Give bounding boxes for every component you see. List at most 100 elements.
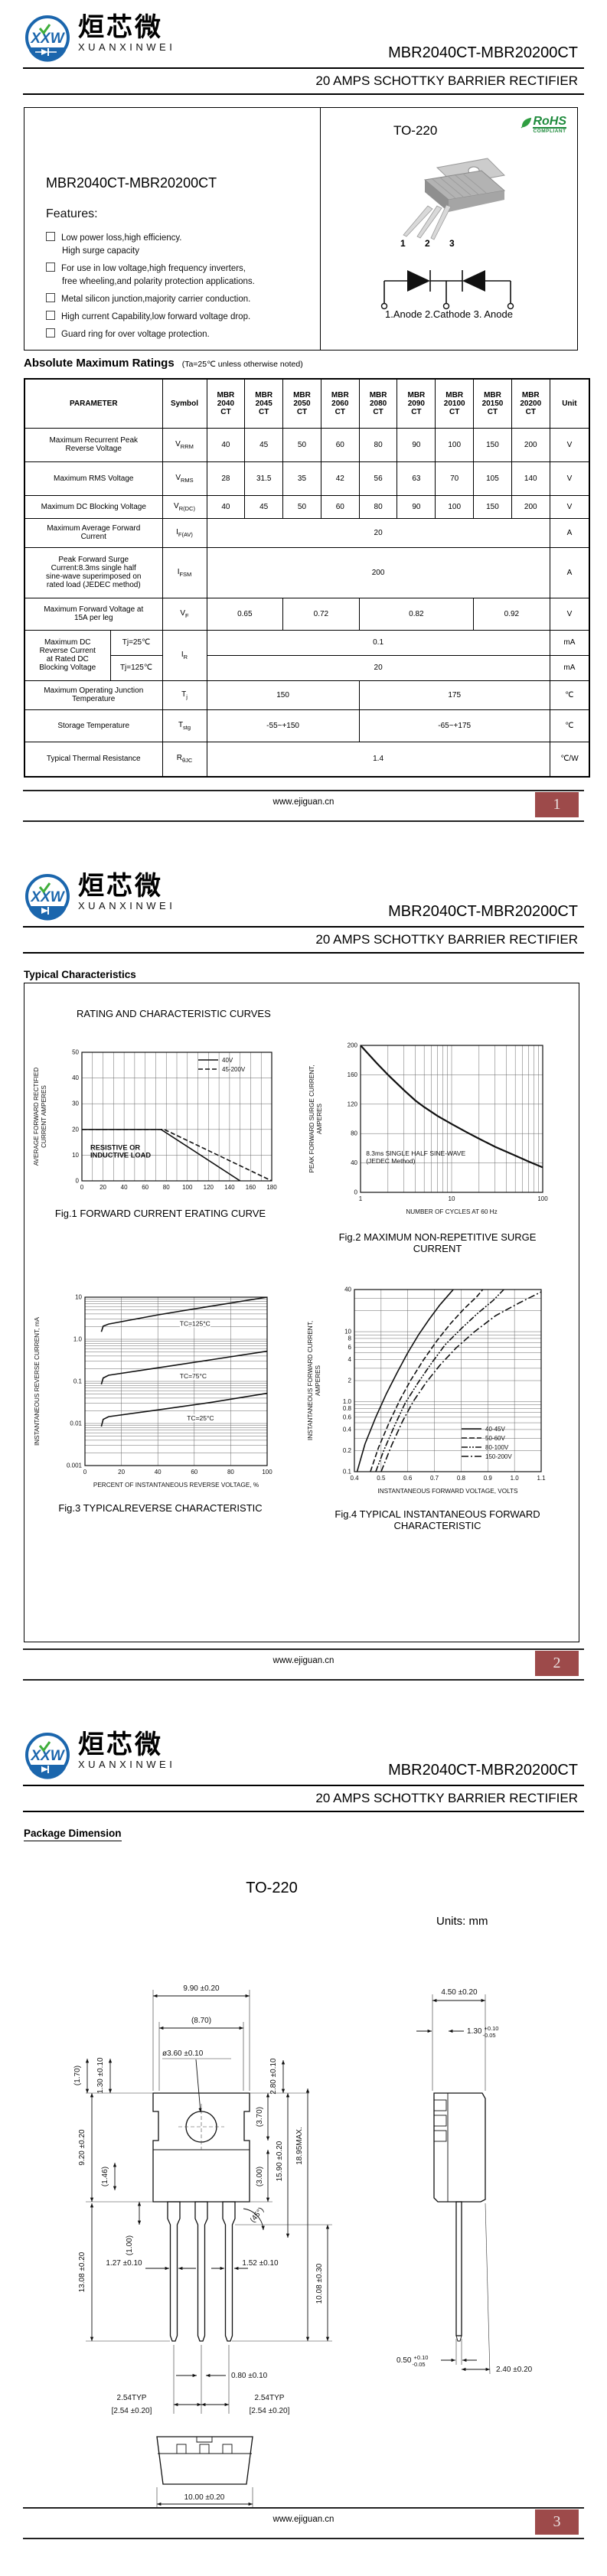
svg-text:60: 60 (142, 1184, 148, 1191)
checkbox-icon (46, 232, 55, 241)
svg-text:100: 100 (262, 1469, 272, 1475)
svg-text:40-45V: 40-45V (485, 1426, 505, 1433)
dim-label: (1.70) (73, 2066, 82, 2085)
svg-text:0.7: 0.7 (430, 1475, 439, 1482)
dim-label: 18.95MAX. (295, 2127, 304, 2164)
logo-icon: XXW (25, 1733, 70, 1779)
header-rule-2 (23, 1811, 584, 1812)
dim-label: 1.27 ±0.10 (106, 2259, 142, 2268)
dim-label: 9.20 ±0.20 (78, 2129, 86, 2166)
footer-rule-bottom (23, 820, 584, 822)
table-row: Tj=125℃ 20 mA (24, 654, 590, 681)
svg-text:140: 140 (224, 1184, 235, 1191)
dim-label: 10.00 ±0.20 (184, 2493, 225, 2502)
svg-text:0.4: 0.4 (350, 1475, 359, 1482)
fig1-chart: 0 20 40 60 80 100 120 140 160 180 0 10 20 30 40 50 RESIS… (33, 1049, 277, 1192)
side-view: 4.50 ±0.20 1.30 +0.10 -0.05 0.50 +0.10- (397, 1988, 533, 2375)
page-2: XXW 烜芯微 XUANXINWEI MBR2040CT-MBR20200CT … (0, 859, 607, 1717)
checkbox-icon (46, 328, 55, 337)
svg-text:0.01: 0.01 (70, 1420, 82, 1427)
table-row: Maximum DC Reverse Current at Rated DC B… (24, 629, 590, 681)
svg-text:1.1: 1.1 (537, 1475, 546, 1482)
svg-text:80-100V: 80-100V (485, 1444, 509, 1451)
page-number-badge: 1 (535, 792, 579, 817)
section-heading: Typical Characteristics (24, 969, 136, 980)
footer-rule-top (23, 2507, 584, 2509)
header-rule (23, 1785, 584, 1787)
page-number-badge: 2 (535, 1651, 579, 1676)
svg-text:45-200V: 45-200V (222, 1066, 246, 1073)
svg-text:8: 8 (348, 1335, 352, 1342)
svg-text:10: 10 (449, 1195, 455, 1202)
checkbox-icon (46, 311, 55, 320)
part-range-title: MBR2040CT-MBR20200CT (388, 1762, 578, 1779)
svg-text:50-60V: 50-60V (485, 1435, 505, 1442)
page-1: XXW 烜芯微 XUANXINWEI MBR2040CT-MBR20200CT … (0, 0, 607, 859)
svg-text:0.6: 0.6 (403, 1475, 413, 1482)
table-row: Peak Forward Surge Current:8.3ms single … (24, 546, 590, 598)
svg-text:40: 40 (121, 1184, 128, 1191)
header-rule-2 (23, 952, 584, 954)
svg-text:180: 180 (266, 1184, 277, 1191)
svg-text:150-200V: 150-200V (485, 1453, 512, 1460)
to220-package-image: 1 2 3 (400, 158, 506, 249)
table-row: Storage Temperature Tstg -55~+150 -65~+1… (24, 709, 590, 742)
company-logo: XXW 烜芯微 XUANXINWEI (21, 871, 175, 924)
rohs-logo: RoHS COMPLIANT (521, 116, 566, 134)
fig2-caption: Fig.2 MAXIMUM NON-REPETITIVE SURGE CURRE… (338, 1231, 537, 1254)
header-rule (23, 67, 584, 70)
package-name: TO-220 (246, 1880, 298, 1896)
footer-rule-top (23, 790, 584, 792)
device-subtitle: 20 AMPS SCHOTTKY BARRIER RECTIFIER (315, 1791, 578, 1805)
table-row: Maximum Forward Voltage at 15A per leg V… (24, 597, 590, 631)
dim-label: 1.30 ±0.10 (96, 2057, 105, 2094)
dim-label: [2.54 ±0.20] (250, 2407, 290, 2415)
feature-item: For use in low voltage,high frequency in… (46, 262, 306, 288)
ratings-heading: Absolute Maximum Ratings (Ta=25℃ unless o… (24, 357, 303, 370)
dim-label: 9.90 ±0.20 (183, 1984, 220, 1993)
svg-text:PEAK FORWARD SURGE CURRENT,AM: PEAK FORWARD SURGE CURRENT,AMPERES (308, 1065, 323, 1172)
svg-text:0.001: 0.001 (67, 1462, 83, 1469)
table-row: Maximum Average Forward Current IF(AV) 2… (24, 517, 590, 548)
ratings-note: (Ta=25℃ unless otherwise noted) (181, 360, 303, 369)
svg-text:XXW: XXW (30, 31, 65, 47)
dim-label: 4.50 ±0.20 (441, 1988, 478, 1997)
fig3-caption: Fig.3 TYPICALREVERSE CHARACTERISTIC (58, 1502, 263, 1514)
package-cell: TO-220 RoHS COMPLIANT (321, 108, 577, 350)
brand-name-en: XUANXINWEI (78, 41, 176, 53)
svg-text:160: 160 (246, 1184, 256, 1191)
dim-label: 10.08 ±0.30 (315, 2263, 324, 2304)
product-title: MBR2040CT-MBR20200CT (46, 175, 217, 191)
dim-label: 13.08 ±0.20 (78, 2252, 86, 2292)
svg-text:40: 40 (155, 1469, 162, 1475)
device-subtitle: 20 AMPS SCHOTTKY BARRIER RECTIFIER (315, 932, 578, 947)
svg-text:0.4: 0.4 (343, 1426, 352, 1433)
part-range-title: MBR2040CT-MBR20200CT (388, 44, 578, 61)
pin-labels: 1.Anode 2.Cathode 3. Anode (385, 308, 513, 320)
dim-label: 15.90 ±0.20 (276, 2141, 284, 2181)
dim-label: 2.54TYP (255, 2394, 285, 2402)
dim-label: 0.80 ±0.10 (231, 2372, 268, 2380)
svg-text:120: 120 (204, 1184, 214, 1191)
company-logo: XXW 烜芯微 XUANXINWEI (21, 12, 175, 66)
checkbox-icon (46, 262, 55, 272)
dual-diode-schematic (380, 270, 514, 310)
svg-text:40: 40 (72, 1074, 79, 1081)
units-label: Units: mm (436, 1915, 488, 1928)
svg-text:160: 160 (348, 1071, 358, 1078)
svg-text:PERCENT OF INSTANTANEOUS REVER: PERCENT OF INSTANTANEOUS REVERSE VOLTAGE… (93, 1482, 259, 1489)
feature-item: High current Capability,low forward volt… (46, 311, 306, 323)
svg-text:0.1: 0.1 (73, 1378, 83, 1385)
svg-text:100: 100 (182, 1184, 193, 1191)
dim-label: (1.46) (101, 2167, 109, 2186)
svg-text:0: 0 (354, 1189, 358, 1196)
svg-text:80: 80 (227, 1469, 234, 1475)
footer-url: www.ejiguan.cn (272, 2515, 335, 2524)
svg-text:XXW: XXW (30, 1748, 65, 1764)
svg-text:1.0: 1.0 (511, 1475, 520, 1482)
svg-text:10: 10 (344, 1329, 351, 1335)
table-row: Maximum Recurrent Peak Reverse Voltage V… (24, 427, 590, 462)
table-row: Maximum DC Blocking Voltage VR(DC) 40 45 … (24, 494, 590, 519)
footer-url: www.ejiguan.cn (272, 797, 335, 807)
svg-text:0.6: 0.6 (343, 1414, 352, 1420)
